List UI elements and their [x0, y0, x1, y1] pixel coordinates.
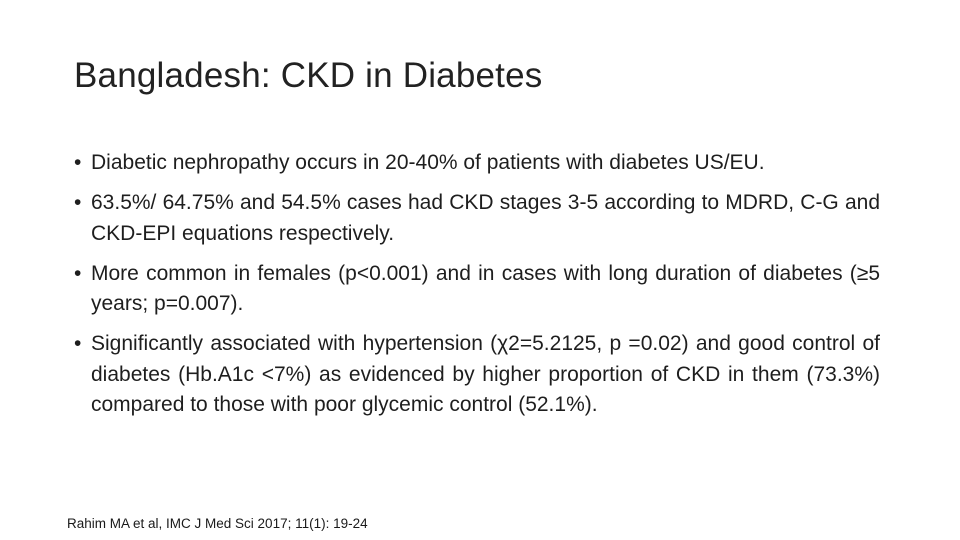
bullet-item: • 63.5%/ 64.75% and 54.5% cases had CKD … [74, 188, 880, 249]
bullet-list: • Diabetic nephropathy occurs in 20-40% … [74, 148, 880, 430]
bullet-text: 63.5%/ 64.75% and 54.5% cases had CKD st… [91, 191, 880, 245]
bullet-marker: • [74, 261, 82, 285]
bullet-item: • Significantly associated with hyperten… [74, 329, 880, 421]
bullet-item: • Diabetic nephropathy occurs in 20-40% … [74, 148, 880, 179]
bullet-text: Significantly associated with hypertensi… [91, 332, 880, 416]
bullet-marker: • [74, 151, 82, 174]
citation: Rahim MA et al, IMC J Med Sci 2017; 11(1… [67, 516, 368, 531]
slide-title: Bangladesh: CKD in Diabetes [74, 56, 543, 95]
bullet-text: More common in females (p<0.001) and in … [91, 261, 880, 316]
bullet-item: • More common in females (p<0.001) and i… [74, 259, 880, 320]
bullet-text: Diabetic nephropathy occurs in 20-40% of… [91, 151, 765, 174]
bullet-marker: • [74, 332, 82, 355]
bullet-marker: • [74, 191, 82, 214]
